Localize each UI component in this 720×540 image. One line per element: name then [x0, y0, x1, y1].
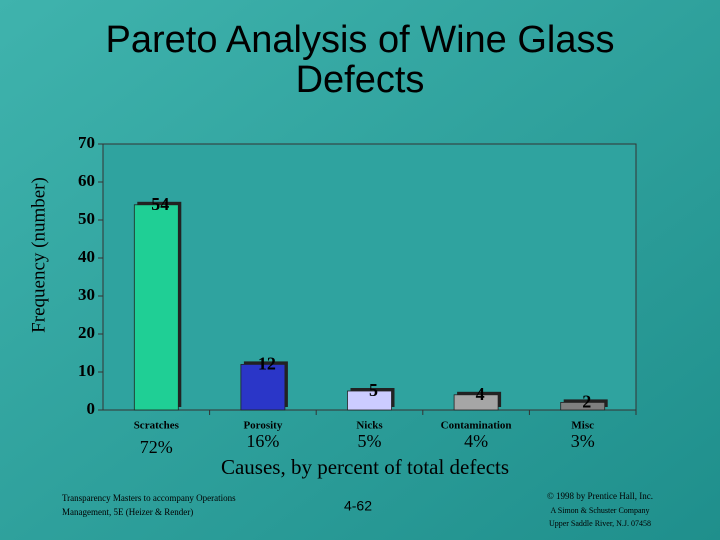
value-label: 54	[151, 194, 169, 214]
x-tick-label: Contamination	[441, 420, 512, 432]
y-tick-label: 0	[87, 399, 96, 418]
y-tick-label: 20	[78, 323, 95, 342]
bar	[240, 363, 286, 411]
footer-left: Transparency Masters to accompany Operat…	[62, 493, 236, 503]
bar	[453, 394, 499, 411]
y-tick-label: 40	[78, 247, 95, 266]
y-tick-label: 60	[78, 171, 95, 190]
footer-right: © 1998 by Prentice Hall, Inc.	[547, 491, 653, 501]
footer-right: A Simon & Schuster Company	[550, 506, 649, 515]
percent-label: 4%	[464, 431, 488, 451]
y-tick-label: 70	[78, 133, 95, 152]
percent-label: 3%	[571, 431, 595, 451]
value-label: 5	[369, 380, 378, 400]
x-tick-label: Scratches	[134, 420, 180, 432]
chart-title: Pareto Analysis of Wine Glass Defects	[105, 20, 615, 101]
value-label: 12	[258, 354, 276, 374]
bar	[560, 401, 606, 411]
x-axis-label: Causes, by percent of total defects	[221, 455, 509, 479]
title-box: Pareto Analysis of Wine Glass Defects	[105, 20, 615, 101]
x-tick-label: Misc	[571, 420, 594, 432]
footer-right: Upper Saddle River, N.J. 07458	[549, 519, 651, 528]
y-tick-label: 10	[78, 361, 95, 380]
bar	[133, 204, 179, 411]
y-tick-label: 50	[78, 209, 95, 228]
y-axis-label: Frequency (number)	[28, 177, 49, 333]
plot-area	[102, 143, 637, 411]
footer-left: Management, 5E (Heizer & Render)	[62, 507, 193, 517]
x-tick-label: Nicks	[356, 420, 383, 432]
value-label: 4	[476, 384, 485, 404]
page-number: 4-62	[344, 498, 372, 514]
percent-label: 5%	[358, 431, 382, 451]
x-tick-label: Porosity	[243, 420, 282, 432]
value-label: 2	[582, 392, 591, 412]
percent-label: 16%	[246, 431, 279, 451]
percent-label: 72%	[140, 437, 173, 457]
bar	[347, 390, 392, 411]
y-tick-label: 30	[78, 285, 95, 304]
